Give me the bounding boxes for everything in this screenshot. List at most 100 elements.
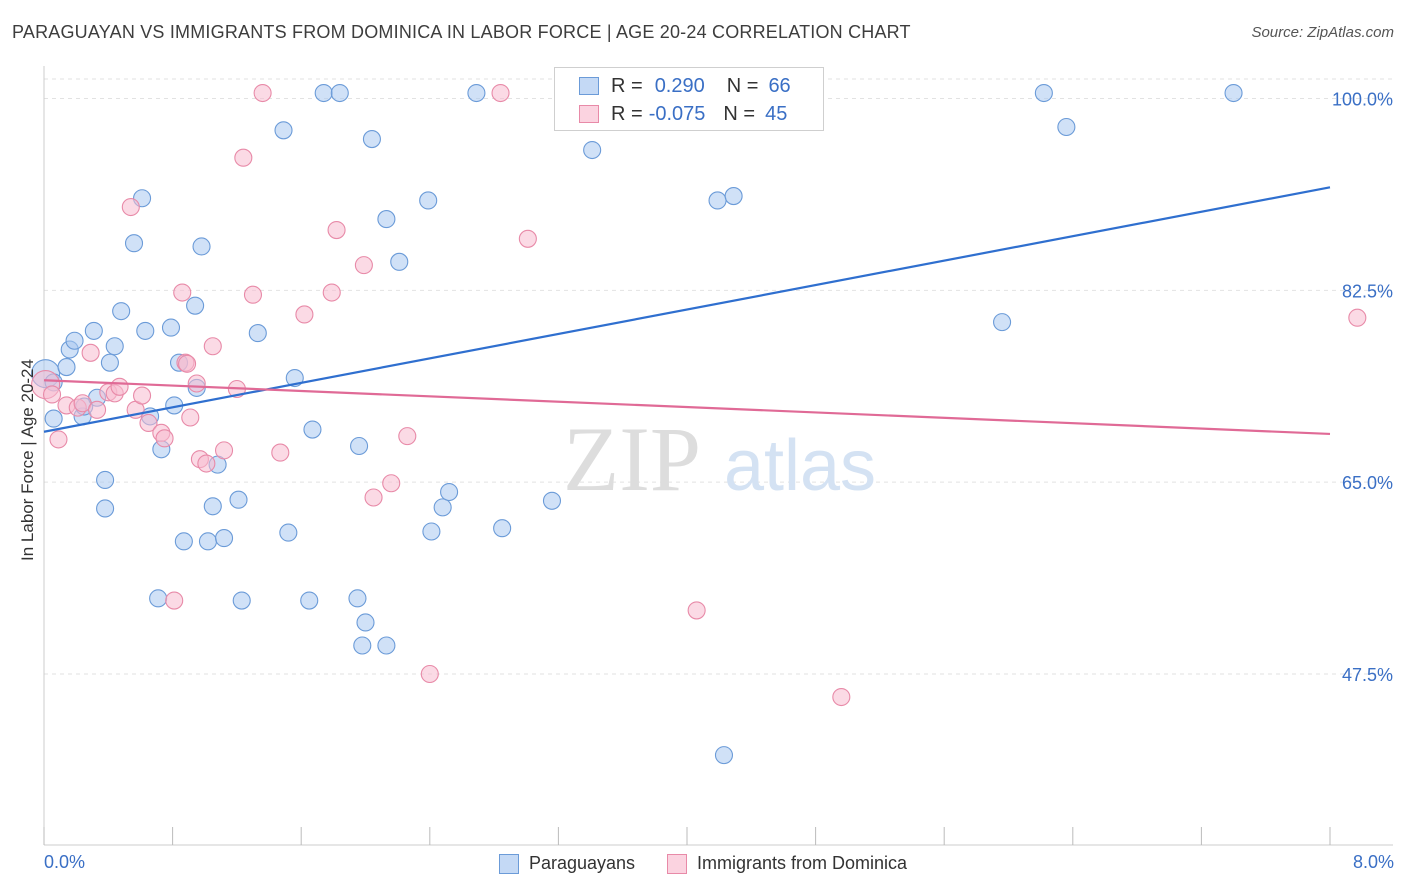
paraguayan-point	[348, 589, 367, 608]
legend-r-label: R =	[611, 102, 643, 125]
dominica-point	[1348, 308, 1367, 327]
dominica-point	[234, 148, 253, 167]
paraguayan-point	[314, 83, 333, 103]
dominica-point	[178, 354, 197, 373]
legend-swatch-blue	[498, 853, 519, 874]
paraguayan-point	[229, 490, 248, 509]
dominica-point	[832, 687, 851, 707]
paraguayan-point	[248, 324, 267, 343]
paraguayan-point	[96, 499, 115, 518]
legend-n-value: 66	[768, 74, 791, 97]
legend-swatch-blue	[579, 77, 599, 95]
chart-title: PARAGUAYAN VS IMMIGRANTS FROM DOMINICA I…	[12, 22, 911, 42]
paraguayan-point	[203, 497, 222, 516]
paraguayan-point	[232, 591, 251, 610]
dominica-point	[382, 474, 401, 493]
paraguayan-point	[136, 321, 155, 340]
paraguayan-point	[419, 191, 438, 210]
y-tick-label: 100.0%	[1332, 90, 1393, 110]
dominica-point	[203, 337, 222, 356]
dominica-point	[322, 283, 341, 302]
legend-item-dominica[interactable]: Immigrants from Dominica	[667, 853, 907, 874]
dominica-point	[121, 197, 140, 217]
paraguayan-point	[724, 187, 743, 206]
paraguayan-point	[124, 234, 144, 253]
dominica-point	[420, 664, 439, 684]
dominica-point	[110, 377, 129, 396]
paraguayan-point	[353, 636, 372, 655]
dominica-point	[155, 429, 174, 448]
paraguayan-point	[192, 237, 211, 256]
paraguayan-point	[583, 140, 602, 160]
paraguayan-point	[198, 532, 218, 551]
paraguayan-point	[44, 409, 63, 428]
paraguayan-point	[1224, 83, 1243, 103]
dominica-point	[181, 408, 200, 427]
paraguayan-point	[1057, 117, 1076, 137]
paraguayan-point	[100, 353, 119, 372]
dominica-point	[87, 400, 107, 419]
x-tick-max: 8.0%	[1352, 852, 1394, 872]
legend-r-value: 0.290	[654, 74, 705, 97]
paraguayan-point	[1034, 83, 1053, 103]
legend-r-value: -0.075	[648, 102, 706, 125]
dominica-point	[187, 374, 206, 393]
correlation-legend: R = 0.290 N = 66 R = -0.075 N = 45	[554, 67, 824, 131]
paraguayan-point	[377, 210, 396, 229]
paraguayan-point	[542, 491, 562, 510]
paraguayan-point	[174, 532, 193, 551]
legend-item-paraguayans[interactable]: Paraguayans	[498, 853, 636, 874]
paraguayan-point	[356, 613, 375, 632]
dominica-point	[253, 83, 272, 103]
legend-row-dominica: R = -0.075 N = 45	[579, 102, 787, 126]
dominica-point	[295, 305, 314, 324]
dominica-point	[139, 413, 158, 433]
y-axis-label: In Labor Force | Age 20-24	[18, 359, 37, 561]
paraguayan-point	[274, 121, 293, 140]
legend-swatch-pink	[667, 853, 688, 874]
paraguayan-trendline	[43, 186, 1331, 433]
dominica-point	[327, 220, 346, 240]
paraguayan-point	[708, 191, 727, 210]
paraguayan-point	[993, 313, 1012, 332]
dominica-point	[49, 430, 68, 449]
legend-n-value: 45	[765, 102, 788, 125]
series-legend: Paraguayans Immigrants from Dominica	[0, 853, 1406, 874]
legend-n-label: N =	[723, 102, 756, 125]
dominica-point	[364, 488, 383, 507]
watermark-atlas: atlas	[724, 426, 876, 506]
dominica-point	[354, 256, 373, 275]
source-label: Source: ZipAtlas.com	[1251, 24, 1394, 41]
dominica-point	[398, 427, 417, 446]
paraguayan-point	[96, 470, 115, 490]
y-tick-label: 65.0%	[1342, 473, 1393, 493]
paraguayan-point	[57, 358, 76, 377]
paraguayan-point	[303, 420, 322, 439]
legend-label-paraguayans: Paraguayans	[528, 853, 636, 873]
paraguayan-point	[105, 337, 124, 356]
paraguayan-point	[390, 252, 409, 271]
legend-swatch-pink	[579, 105, 599, 123]
x-tick-min: 0.0%	[44, 852, 86, 872]
paraguayan-point	[350, 436, 369, 456]
dominica-point	[243, 285, 263, 304]
paraguayan-point	[440, 482, 459, 502]
dominica-point	[165, 591, 184, 610]
legend-row-paraguayans: R = 0.290 N = 66	[579, 74, 791, 98]
paraguayan-point	[161, 318, 181, 337]
paraguayan-point	[186, 296, 205, 315]
paraguayan-point	[330, 83, 349, 103]
dominica-point	[197, 454, 216, 473]
paraguayan-point	[377, 636, 396, 655]
dominica-point	[214, 441, 234, 460]
dominica-point	[173, 283, 192, 302]
dominica-trendline	[43, 379, 1331, 436]
dominica-point	[271, 443, 290, 462]
dominica-point	[491, 83, 510, 103]
paraguayan-point	[214, 529, 234, 548]
paraguayan-point	[112, 302, 131, 321]
y-tick-label: 82.5%	[1342, 281, 1393, 301]
legend-n-label: N =	[726, 74, 759, 97]
paraguayan-point	[467, 83, 486, 103]
